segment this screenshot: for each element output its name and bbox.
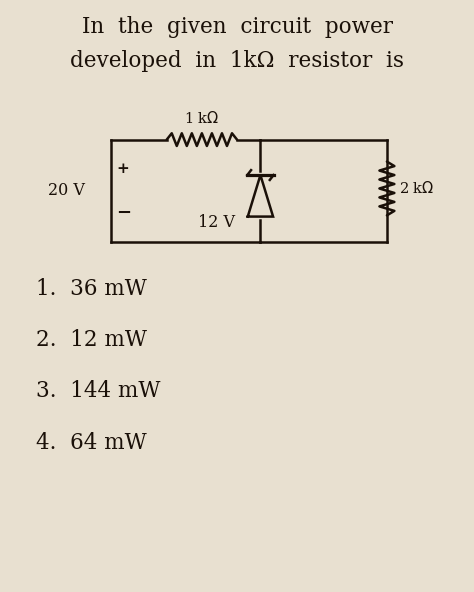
Text: 2 k$\Omega$: 2 k$\Omega$ — [399, 181, 434, 197]
Text: 2.  12 mW: 2. 12 mW — [36, 329, 146, 351]
Text: 12 V: 12 V — [198, 214, 235, 231]
Text: developed  in  1kΩ  resistor  is: developed in 1kΩ resistor is — [70, 50, 404, 72]
Text: In  the  given  circuit  power: In the given circuit power — [82, 16, 392, 38]
Text: 20 V: 20 V — [48, 182, 85, 200]
Text: 4.  64 mW: 4. 64 mW — [36, 432, 146, 453]
Text: −: − — [116, 204, 131, 222]
Text: 3.  144 mW: 3. 144 mW — [36, 380, 160, 403]
Text: +: + — [116, 162, 129, 176]
Text: 1.  36 mW: 1. 36 mW — [36, 278, 146, 300]
Text: 1 k$\Omega$: 1 k$\Omega$ — [184, 110, 219, 126]
